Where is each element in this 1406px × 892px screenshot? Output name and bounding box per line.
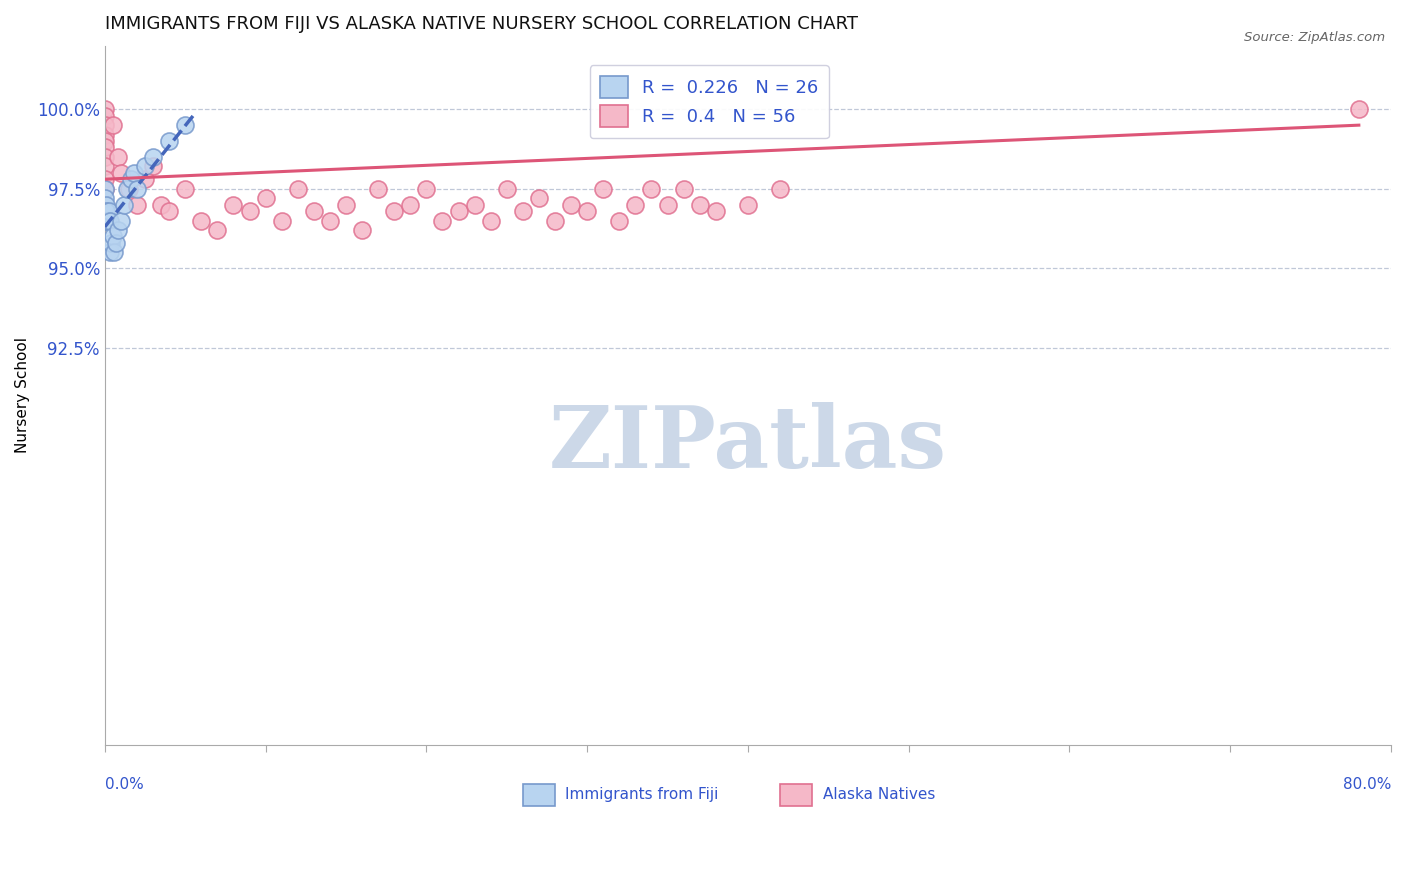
Point (737, 197, 759, 211)
Text: Source: ZipAtlas.com: Source: ZipAtlas.com (1244, 31, 1385, 45)
Point (122, 166, 145, 180)
Point (107, 223, 129, 237)
Point (527, 191, 550, 205)
Point (94, 118, 117, 132)
Point (415, 182, 437, 196)
Point (94, 204, 117, 219)
Text: ZIPatlas: ZIPatlas (548, 402, 946, 486)
Point (100, 245, 122, 260)
Point (142, 150, 165, 164)
Point (94, 182, 117, 196)
Point (105, 235, 128, 250)
Point (94, 191, 117, 205)
Point (94, 213, 117, 227)
Point (94, 134, 117, 148)
Point (657, 197, 679, 211)
Point (495, 182, 517, 196)
Point (207, 223, 229, 237)
Point (704, 204, 727, 219)
Point (447, 204, 470, 219)
Point (254, 191, 277, 205)
Point (150, 197, 173, 211)
Point (134, 160, 156, 174)
Point (110, 213, 132, 227)
Point (560, 197, 582, 211)
Point (576, 204, 599, 219)
Point (399, 197, 422, 211)
Point (592, 182, 614, 196)
Point (101, 229, 124, 244)
Point (94, 160, 117, 174)
Point (287, 182, 309, 196)
Text: IMMIGRANTS FROM FIJI VS ALASKA NATIVE NURSERY SCHOOL CORRELATION CHART: IMMIGRANTS FROM FIJI VS ALASKA NATIVE NU… (105, 15, 858, 33)
Point (672, 182, 695, 196)
Point (110, 166, 132, 180)
FancyBboxPatch shape (780, 783, 813, 806)
Point (432, 213, 454, 227)
Point (134, 172, 156, 186)
Point (222, 197, 245, 211)
Point (101, 118, 124, 132)
Point (94, 172, 117, 186)
Text: Immigrants from Fiji: Immigrants from Fiji (565, 788, 718, 802)
FancyBboxPatch shape (523, 783, 555, 806)
Point (125, 197, 148, 211)
Point (94, 102, 117, 116)
Point (464, 197, 486, 211)
Point (1347, 102, 1369, 116)
Point (125, 182, 148, 196)
Point (769, 182, 792, 196)
Text: 0.0%: 0.0% (105, 777, 143, 792)
Point (94, 140, 117, 154)
Point (96, 204, 118, 219)
Point (640, 182, 662, 196)
Point (512, 204, 534, 219)
Point (103, 245, 125, 260)
Point (607, 213, 630, 227)
Point (544, 213, 567, 227)
Point (270, 213, 292, 227)
Point (94, 150, 117, 164)
Y-axis label: Nursery School: Nursery School (15, 337, 30, 453)
Point (335, 197, 357, 211)
Point (190, 213, 212, 227)
Point (100, 235, 122, 250)
Point (479, 213, 502, 227)
Point (94, 109, 117, 123)
Point (94, 128, 117, 142)
Point (97, 213, 120, 227)
Point (174, 182, 197, 196)
Point (107, 150, 129, 164)
Point (120, 172, 142, 186)
Point (367, 182, 389, 196)
Point (350, 223, 373, 237)
Point (157, 204, 180, 219)
Point (117, 182, 139, 196)
Point (238, 204, 260, 219)
Point (96, 213, 118, 227)
Point (319, 213, 342, 227)
Point (118, 182, 141, 196)
Point (142, 160, 165, 174)
Text: 80.0%: 80.0% (1343, 777, 1391, 792)
Point (157, 134, 180, 148)
Point (382, 204, 405, 219)
Point (689, 197, 711, 211)
Point (174, 118, 197, 132)
Point (624, 197, 647, 211)
Point (94, 182, 117, 196)
Point (112, 197, 135, 211)
Legend: R =  0.226   N = 26, R =  0.4   N = 56: R = 0.226 N = 26, R = 0.4 N = 56 (589, 65, 830, 138)
Point (94, 197, 117, 211)
Point (97, 204, 120, 219)
Point (98, 213, 121, 227)
Text: Alaska Natives: Alaska Natives (823, 788, 935, 802)
Point (302, 204, 325, 219)
